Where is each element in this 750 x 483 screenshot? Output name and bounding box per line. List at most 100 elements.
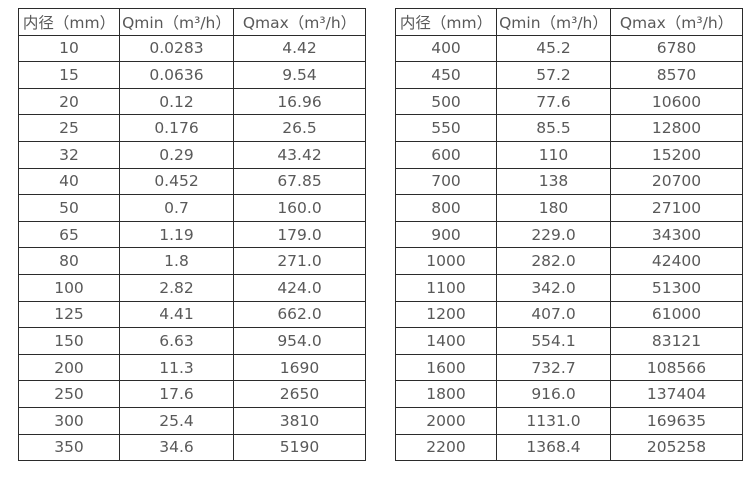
table-cell: 0.0283 bbox=[119, 34, 234, 63]
table-cell: 6.63 bbox=[119, 327, 234, 355]
table-cell: 800 bbox=[395, 194, 497, 222]
table-cell: 9.54 bbox=[233, 61, 366, 89]
table-cell: 10 bbox=[18, 34, 120, 63]
table-row: 25 0.176 26.5 bbox=[18, 114, 366, 142]
table-row: 600 110 15200 bbox=[395, 140, 743, 169]
table-cell: 16.96 bbox=[233, 87, 366, 116]
table-cell: 0.176 bbox=[119, 114, 234, 142]
table-row: 100 2.82 424.0 bbox=[18, 273, 366, 302]
table-row: 900 229.0 34300 bbox=[395, 220, 743, 249]
table-header: 内径（mm） Qmin（m³/h） Qmax（m³/h） bbox=[395, 8, 743, 36]
table-row: 350 34.6 5190 bbox=[18, 433, 366, 462]
table-cell: 11.3 bbox=[119, 353, 234, 382]
table-row: 300 25.4 3810 bbox=[18, 406, 366, 435]
table-cell: 282.0 bbox=[496, 247, 611, 275]
table-row: 15 0.0636 9.54 bbox=[18, 61, 366, 89]
table-row: 65 1.19 179.0 bbox=[18, 220, 366, 249]
table-cell: 1200 bbox=[395, 300, 497, 329]
table-row: 250 17.6 2650 bbox=[18, 380, 366, 408]
table-cell: 110 bbox=[496, 140, 611, 169]
header-row: 内径（mm） Qmin（m³/h） Qmax（m³/h） bbox=[395, 8, 743, 36]
table-cell: 0.12 bbox=[119, 87, 234, 116]
table-cell: 43.42 bbox=[233, 140, 366, 169]
table-row: 700 138 20700 bbox=[395, 167, 743, 196]
table-cell: 1131.0 bbox=[496, 406, 611, 435]
table-cell: 2.82 bbox=[119, 273, 234, 302]
table-row: 1400 554.1 83121 bbox=[395, 327, 743, 355]
table-cell: 34300 bbox=[610, 220, 743, 249]
table-cell: 25 bbox=[18, 114, 120, 142]
table-cell: 0.29 bbox=[119, 140, 234, 169]
table-row: 200 11.3 1690 bbox=[18, 353, 366, 382]
table-cell: 450 bbox=[395, 61, 497, 89]
table-body: 400 45.2 6780 450 57.2 8570 500 77.6 10600 550 85.… bbox=[395, 34, 743, 462]
table-cell: 205258 bbox=[610, 433, 743, 462]
table-cell: 160.0 bbox=[233, 194, 366, 222]
header-qmin: Qmin（m³/h） bbox=[496, 8, 611, 36]
table-cell: 25.4 bbox=[119, 406, 234, 435]
table-row: 1800 916.0 137404 bbox=[395, 380, 743, 408]
table-cell: 0.452 bbox=[119, 167, 234, 196]
table-cell: 554.1 bbox=[496, 327, 611, 355]
table-cell: 3810 bbox=[233, 406, 366, 435]
table-cell: 100 bbox=[18, 273, 120, 302]
table-row: 800 180 27100 bbox=[395, 194, 743, 222]
table-row: 1600 732.7 108566 bbox=[395, 353, 743, 382]
table-cell: 51300 bbox=[610, 273, 743, 302]
table-cell: 5190 bbox=[233, 433, 366, 462]
table-cell: 4.41 bbox=[119, 300, 234, 329]
table-cell: 300 bbox=[18, 406, 120, 435]
table-row: 550 85.5 12800 bbox=[395, 114, 743, 142]
table-cell: 150 bbox=[18, 327, 120, 355]
table-cell: 67.85 bbox=[233, 167, 366, 196]
table-cell: 1.8 bbox=[119, 247, 234, 275]
table-cell: 20 bbox=[18, 87, 120, 116]
table-cell: 40 bbox=[18, 167, 120, 196]
table-cell: 1400 bbox=[395, 327, 497, 355]
table-row: 125 4.41 662.0 bbox=[18, 300, 366, 329]
table-cell: 15 bbox=[18, 61, 120, 89]
table-cell: 17.6 bbox=[119, 380, 234, 408]
table-cell: 61000 bbox=[610, 300, 743, 329]
table-row: 400 45.2 6780 bbox=[395, 34, 743, 63]
table-row: 1200 407.0 61000 bbox=[395, 300, 743, 329]
header-qmax: Qmax（m³/h） bbox=[233, 8, 366, 36]
table-cell: 400 bbox=[395, 34, 497, 63]
table-cell: 83121 bbox=[610, 327, 743, 355]
table-cell: 1000 bbox=[395, 247, 497, 275]
table-cell: 424.0 bbox=[233, 273, 366, 302]
table-row: 2200 1368.4 205258 bbox=[395, 433, 743, 462]
flow-table-left: 内径（mm） Qmin（m³/h） Qmax（m³/h） 10 0.0283 4.4… bbox=[18, 8, 366, 462]
table-cell: 137404 bbox=[610, 380, 743, 408]
table-cell: 12800 bbox=[610, 114, 743, 142]
table-cell: 42400 bbox=[610, 247, 743, 275]
table-cell: 200 bbox=[18, 353, 120, 382]
table-cell: 1.19 bbox=[119, 220, 234, 249]
table-cell: 85.5 bbox=[496, 114, 611, 142]
table-row: 40 0.452 67.85 bbox=[18, 167, 366, 196]
table-cell: 20700 bbox=[610, 167, 743, 196]
table-row: 10 0.0283 4.42 bbox=[18, 34, 366, 63]
table-cell: 10600 bbox=[610, 87, 743, 116]
table-row: 150 6.63 954.0 bbox=[18, 327, 366, 355]
table-cell: 1800 bbox=[395, 380, 497, 408]
table-cell: 2200 bbox=[395, 433, 497, 462]
flow-rate-tables: 内径（mm） Qmin（m³/h） Qmax（m³/h） 10 0.0283 4.4… bbox=[18, 8, 743, 462]
table-cell: 2650 bbox=[233, 380, 366, 408]
table-cell: 662.0 bbox=[233, 300, 366, 329]
table-cell: 125 bbox=[18, 300, 120, 329]
table-cell: 1600 bbox=[395, 353, 497, 382]
table-cell: 500 bbox=[395, 87, 497, 116]
table-cell: 27100 bbox=[610, 194, 743, 222]
table-cell: 0.7 bbox=[119, 194, 234, 222]
table-cell: 1368.4 bbox=[496, 433, 611, 462]
table-cell: 77.6 bbox=[496, 87, 611, 116]
table-row: 32 0.29 43.42 bbox=[18, 140, 366, 169]
table-cell: 2000 bbox=[395, 406, 497, 435]
table-cell: 600 bbox=[395, 140, 497, 169]
table-cell: 900 bbox=[395, 220, 497, 249]
table-row: 450 57.2 8570 bbox=[395, 61, 743, 89]
table-cell: 50 bbox=[18, 194, 120, 222]
table-cell: 108566 bbox=[610, 353, 743, 382]
header-qmin: Qmin（m³/h） bbox=[119, 8, 234, 36]
